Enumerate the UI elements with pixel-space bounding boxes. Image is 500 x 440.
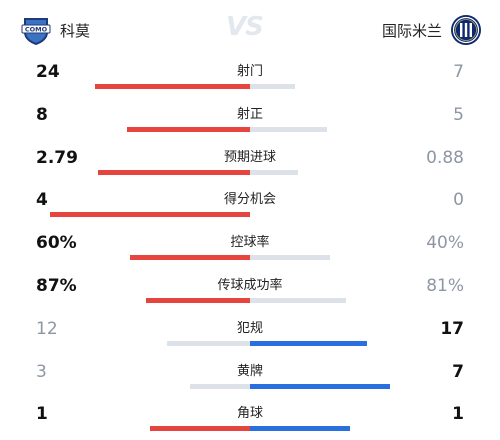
- home-stat-value: 1: [36, 404, 48, 424]
- home-stat-bar: [146, 298, 250, 303]
- stat-label: 黄牌: [236, 364, 263, 379]
- stat-row: 1 角球 1: [0, 403, 500, 440]
- home-stat-value: 87%: [36, 276, 77, 296]
- stat-row: 8 射正 5: [0, 104, 500, 144]
- away-stat-value: 7: [452, 362, 464, 382]
- away-stat-value: 7: [453, 62, 464, 82]
- vs-mark: VS: [226, 12, 264, 42]
- home-stat-value: 24: [36, 62, 60, 82]
- away-stat-bar: [250, 170, 298, 175]
- home-stat-value: 2.79: [36, 148, 78, 168]
- stat-row: 12 犯规 17: [0, 318, 500, 358]
- home-stat-bar: [127, 127, 250, 132]
- home-stat-value: 8: [36, 105, 48, 125]
- stat-label: 射门: [236, 64, 263, 79]
- como-logo-icon: COMO: [21, 18, 51, 45]
- away-stat-bar: [250, 84, 295, 89]
- stat-row: 3 黄牌 7: [0, 361, 500, 401]
- home-stat-value: 60%: [36, 233, 77, 253]
- stat-row: 24 射门 7: [0, 61, 500, 101]
- away-stat-value: 81%: [426, 276, 464, 296]
- home-stat-bar: [130, 255, 250, 260]
- away-stat-bar: [250, 384, 390, 389]
- home-stat-bar: [167, 341, 250, 346]
- stat-label: 得分机会: [223, 192, 276, 207]
- stat-label: 角球: [236, 406, 263, 421]
- away-stat-value: 40%: [426, 233, 464, 253]
- home-stat-bar: [150, 426, 250, 431]
- home-team[interactable]: COMO 科莫: [20, 14, 90, 46]
- stat-row: 60% 控球率 40%: [0, 232, 500, 272]
- stat-row: 87% 传球成功率 81%: [0, 275, 500, 315]
- away-stat-bar: [250, 426, 350, 431]
- away-stat-bar: [250, 298, 346, 303]
- home-stat-value: 4: [36, 190, 48, 210]
- away-stat-bar: [250, 255, 330, 260]
- away-stat-bar: [250, 341, 367, 346]
- stat-label: 射正: [236, 107, 263, 122]
- home-stat-bar: [190, 384, 250, 389]
- stat-label: 控球率: [230, 235, 270, 250]
- stat-label: 预期进球: [223, 150, 276, 165]
- stat-label: 传球成功率: [217, 278, 283, 293]
- away-stat-value: 1: [452, 404, 464, 424]
- away-stat-bar: [250, 127, 327, 132]
- svg-text:COMO: COMO: [25, 26, 48, 34]
- away-team-name: 国际米兰: [381, 21, 442, 40]
- away-stat-value: 0: [453, 190, 464, 210]
- home-stat-value: 3: [36, 362, 47, 382]
- away-stat-value: 5: [453, 105, 464, 125]
- home-stat-bar: [95, 84, 250, 89]
- home-team-name: 科莫: [60, 21, 91, 40]
- match-header: COMO 科莫 VS 国际米兰: [0, 0, 500, 58]
- stat-row: 2.79 预期进球 0.88: [0, 147, 500, 187]
- away-stat-value: 17: [440, 319, 464, 339]
- stat-row: 4 得分机会 0: [0, 189, 500, 229]
- home-stat-bar: [98, 170, 250, 175]
- away-stat-value: 0.88: [426, 148, 464, 168]
- home-stat-value: 12: [36, 319, 58, 339]
- home-stat-bar: [50, 212, 250, 217]
- stat-label: 犯规: [236, 321, 263, 336]
- away-team[interactable]: 国际米兰: [382, 14, 482, 46]
- inter-logo-icon: [451, 15, 481, 45]
